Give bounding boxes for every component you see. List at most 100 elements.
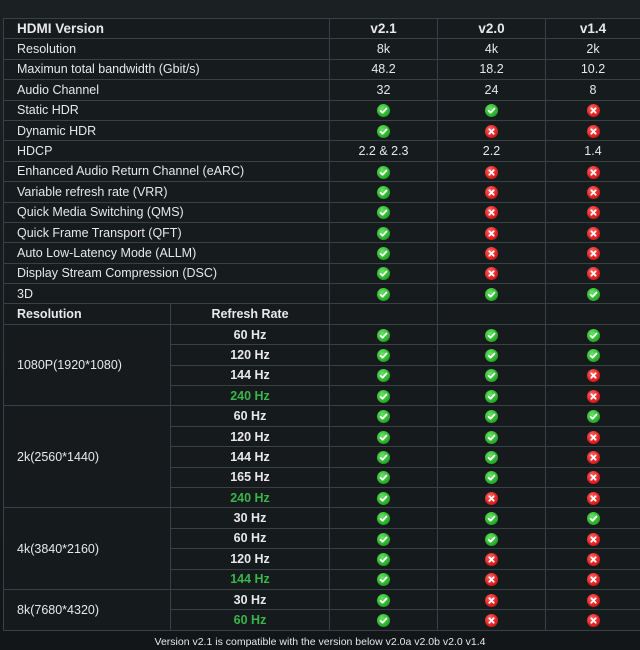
cell-v14-status [545,160,640,183]
resolution-name: 4k(3840*2160) [3,507,171,590]
feature-label: Quick Frame Transport (QFT) [3,221,330,244]
check-circle-icon [377,491,390,505]
check-circle-icon [377,247,390,261]
cell-v20-status [437,609,546,631]
cell-v14-status [545,548,640,570]
empty-cell [437,303,546,325]
cell-v20-status [437,242,546,264]
check-circle-icon [377,512,390,526]
cell-v20-status [437,527,546,550]
refresh-rate-row: 8k(7680*4320) 30 Hz [3,588,640,631]
feature-label: Enhanced Audio Return Channel (eARC) [3,160,330,183]
x-circle-icon [485,185,498,199]
refresh-rate-value: 120 Hz [170,344,330,366]
check-circle-icon [586,287,600,301]
cell-v21-status [329,181,438,203]
cell-v21-status [329,160,438,183]
check-circle-icon [377,185,390,199]
check-circle-icon [377,532,390,546]
cell-v20-status [437,181,546,203]
x-circle-icon [485,552,498,566]
check-circle-icon [377,389,390,403]
check-circle-icon [377,226,390,240]
check-circle-icon [485,430,498,444]
cell-v14-value: 2k [545,38,640,60]
cell-v20-status [437,507,546,529]
cell-v14-status [545,405,640,427]
cell-v20-status [437,486,546,509]
column-header-v21: v2.1 [329,17,438,40]
cell-v14-status [545,568,640,590]
feature-label: Dynamic HDR [3,119,330,142]
x-circle-icon [485,124,498,138]
cell-v21-status [329,201,438,223]
cell-v21-value: 32 [329,79,438,101]
cell-v21-status [329,221,438,244]
refresh-rate-column-header: Refresh Rate [170,303,330,325]
cell-v21-status [329,588,438,611]
check-circle-icon [485,512,498,526]
refresh-rate-row: 144 Hz [4,364,640,387]
refresh-rate-value: 144 Hz [170,364,330,387]
check-circle-icon [485,369,498,383]
cell-v21-status [329,283,438,305]
check-circle-icon [485,410,498,424]
refresh-rate-value: 60 Hz [170,323,330,346]
cell-v20-status [437,344,546,366]
check-circle-icon [485,451,498,464]
check-circle-icon [485,389,498,403]
cell-v21-value: 8k [329,38,438,60]
feature-label: Audio Channel [3,79,330,101]
cell-v14-status [545,242,640,264]
x-circle-icon [586,532,600,546]
refresh-rate-row: 2k(2560*1440) 60 Hz [3,405,640,509]
cell-v14-status [545,507,640,529]
x-circle-icon [586,185,600,199]
cell-v14-status [545,201,640,223]
feature-row: Resolution 8k 4k 2k [3,38,640,60]
feature-row: Audio Channel 32 24 8 [3,79,640,101]
check-circle-icon [377,471,390,485]
check-circle-icon [377,267,390,281]
cell-v20-value: 18.2 [437,58,546,81]
refresh-rate-value: 120 Hz [170,425,330,448]
cell-v20-status [437,446,546,468]
refresh-rate-value: 60 Hz [170,527,330,550]
cell-v20-status [437,588,546,611]
x-circle-icon [586,165,600,179]
refresh-rate-value: 144 Hz [170,446,330,468]
column-header-v14: v1.4 [545,17,640,40]
feature-label: Resolution [3,38,330,60]
check-circle-icon [377,349,390,363]
cell-v21-status [329,486,438,509]
feature-row: Display Stream Compression (DSC) [3,262,640,285]
x-circle-icon [485,206,498,220]
check-circle-icon [377,593,390,607]
feature-row: HDCP 2.2 & 2.3 2.2 1.4 [3,140,640,162]
cell-v21-status [329,119,438,142]
compatibility-note: Version v2.1 is compatible with the vers… [154,636,486,648]
feature-row: 3D [3,283,640,305]
cell-v20-value: 4k [437,38,546,60]
cell-v14-status [545,99,640,121]
feature-label: HDCP [3,140,330,162]
check-circle-icon [377,430,390,444]
cell-v21-status [329,609,438,631]
x-circle-icon [586,573,600,587]
check-circle-icon [377,552,390,566]
cell-v14-status [545,119,640,142]
refresh-rate-value: 120 Hz [170,548,330,570]
cell-v14-status [545,466,640,488]
feature-label: Auto Low-Latency Mode (ALLM) [3,242,330,264]
check-circle-icon [485,287,498,301]
check-circle-icon [377,410,390,424]
cell-v20-status [437,466,546,488]
cell-v20-status [437,568,546,590]
x-circle-icon [485,491,498,505]
refresh-rate-row: 1080P(1920*1080) 60 Hz [3,323,640,407]
empty-cell [545,303,640,325]
resolution-name: 2k(2560*1440) [3,405,171,509]
feature-label: Quick Media Switching (QMS) [3,201,330,223]
x-circle-icon [586,104,600,118]
